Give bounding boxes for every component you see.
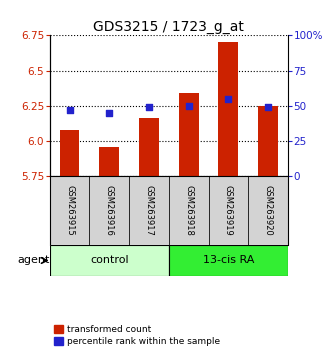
Bar: [248, 176, 288, 245]
Text: GSM263918: GSM263918: [184, 185, 193, 236]
Bar: [218, 42, 238, 176]
Bar: [60, 130, 79, 176]
Text: 13-cis RA: 13-cis RA: [203, 256, 254, 266]
Legend: transformed count, percentile rank within the sample: transformed count, percentile rank withi…: [54, 325, 220, 346]
Text: agent: agent: [17, 256, 50, 266]
Bar: [99, 147, 119, 176]
Point: [146, 104, 152, 110]
Bar: [129, 176, 169, 245]
Bar: [50, 245, 169, 276]
Text: GSM263919: GSM263919: [224, 185, 233, 236]
Point: [107, 110, 112, 116]
Text: GSM263917: GSM263917: [144, 185, 154, 236]
Text: GSM263920: GSM263920: [263, 185, 273, 236]
Text: GSM263916: GSM263916: [105, 185, 114, 236]
Point: [186, 103, 191, 109]
Text: control: control: [90, 256, 128, 266]
Title: GDS3215 / 1723_g_at: GDS3215 / 1723_g_at: [93, 21, 244, 34]
Bar: [169, 176, 209, 245]
Bar: [89, 176, 129, 245]
Point: [265, 104, 271, 110]
Bar: [179, 93, 199, 176]
Bar: [50, 176, 89, 245]
Bar: [139, 118, 159, 176]
Bar: [169, 245, 288, 276]
Point: [67, 107, 72, 113]
Bar: [258, 106, 278, 176]
Point: [226, 96, 231, 102]
Text: GSM263915: GSM263915: [65, 185, 74, 236]
Bar: [209, 176, 248, 245]
